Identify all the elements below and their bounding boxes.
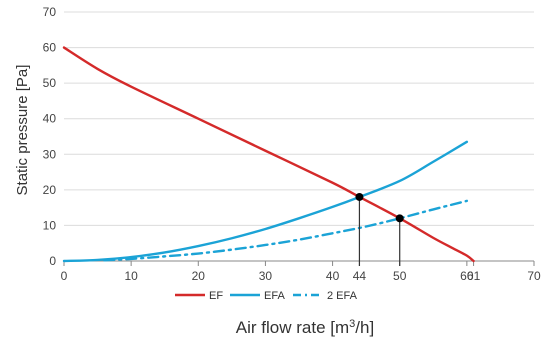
x-tick-label: 70 bbox=[527, 269, 541, 283]
legend-label-efa: EFA bbox=[264, 290, 285, 302]
y-axis: 0 10 20 30 40 50 60 70 bbox=[43, 5, 57, 268]
y-tick-label: 10 bbox=[43, 218, 57, 232]
y-tick-label: 30 bbox=[43, 147, 57, 161]
x-axis-label: Air flow rate [m3/h] bbox=[236, 318, 374, 337]
x-tick-label: 10 bbox=[124, 269, 138, 283]
y-tick-label: 70 bbox=[43, 5, 57, 19]
x-tick-label: 0 bbox=[61, 269, 68, 283]
legend-label-2-efa: 2 EFA bbox=[327, 290, 358, 302]
x-axis-label-main: Air flow rate [m bbox=[236, 318, 349, 337]
y-tick-label: 20 bbox=[43, 183, 57, 197]
x-tick-label: 44 bbox=[353, 269, 367, 283]
x-axis-label-tail: /h] bbox=[355, 318, 374, 337]
y-tick-label: 40 bbox=[43, 112, 57, 126]
x-tick-label: 50 bbox=[393, 269, 407, 283]
y-axis-label: Static pressure [Pa] bbox=[14, 65, 31, 196]
y-tick-label: 0 bbox=[49, 254, 56, 268]
x-tick-label: 61 bbox=[467, 269, 481, 283]
x-axis-label-sup: 3 bbox=[349, 318, 355, 330]
series-line-ef bbox=[62, 46, 475, 263]
operating-points bbox=[355, 192, 404, 266]
x-axis bbox=[63, 260, 535, 266]
grid bbox=[64, 11, 534, 226]
series-line-2-efa bbox=[103, 199, 469, 262]
operating-point-2 bbox=[395, 214, 404, 223]
x-tick-label: 20 bbox=[192, 269, 206, 283]
x-tick-label: 60 bbox=[460, 269, 474, 283]
legend: EF EFA 2 EFA bbox=[175, 290, 358, 302]
operating-point-1 bbox=[355, 192, 364, 201]
y-tick-label: 50 bbox=[43, 76, 57, 90]
legend-label-ef: EF bbox=[209, 290, 223, 302]
series-line-efa bbox=[62, 140, 469, 263]
y-tick-label: 60 bbox=[43, 41, 57, 55]
x-tick-label: 30 bbox=[259, 269, 273, 283]
x-tick-label: 40 bbox=[326, 269, 340, 283]
